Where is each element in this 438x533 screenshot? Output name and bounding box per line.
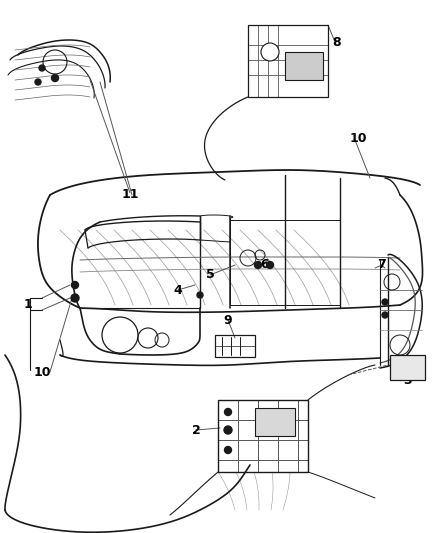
- Text: 10: 10: [349, 132, 367, 144]
- Circle shape: [261, 43, 279, 61]
- Text: 2: 2: [192, 424, 200, 437]
- Bar: [255, 408, 295, 436]
- Circle shape: [35, 79, 41, 85]
- Text: 6: 6: [261, 259, 269, 271]
- Bar: [218, 400, 308, 472]
- Bar: [215, 335, 255, 357]
- Bar: [230, 220, 285, 305]
- Circle shape: [39, 65, 45, 71]
- Circle shape: [382, 299, 388, 305]
- Text: 1: 1: [24, 298, 32, 311]
- Bar: [390, 355, 425, 380]
- Circle shape: [382, 312, 388, 318]
- Circle shape: [266, 262, 273, 269]
- Circle shape: [254, 262, 261, 269]
- Text: 7: 7: [377, 259, 385, 271]
- Circle shape: [71, 294, 79, 302]
- Text: 3: 3: [404, 374, 412, 386]
- Bar: [285, 220, 340, 305]
- Circle shape: [71, 281, 78, 288]
- Circle shape: [224, 426, 232, 434]
- Circle shape: [197, 292, 203, 298]
- Text: 11: 11: [121, 189, 139, 201]
- Text: 10: 10: [33, 366, 51, 378]
- Bar: [285, 52, 323, 80]
- Text: 5: 5: [205, 269, 214, 281]
- Text: 4: 4: [173, 284, 182, 296]
- Text: 9: 9: [224, 313, 232, 327]
- Bar: [248, 25, 328, 97]
- Circle shape: [225, 408, 232, 416]
- Circle shape: [52, 75, 59, 82]
- Circle shape: [225, 447, 232, 454]
- Text: 8: 8: [333, 36, 341, 49]
